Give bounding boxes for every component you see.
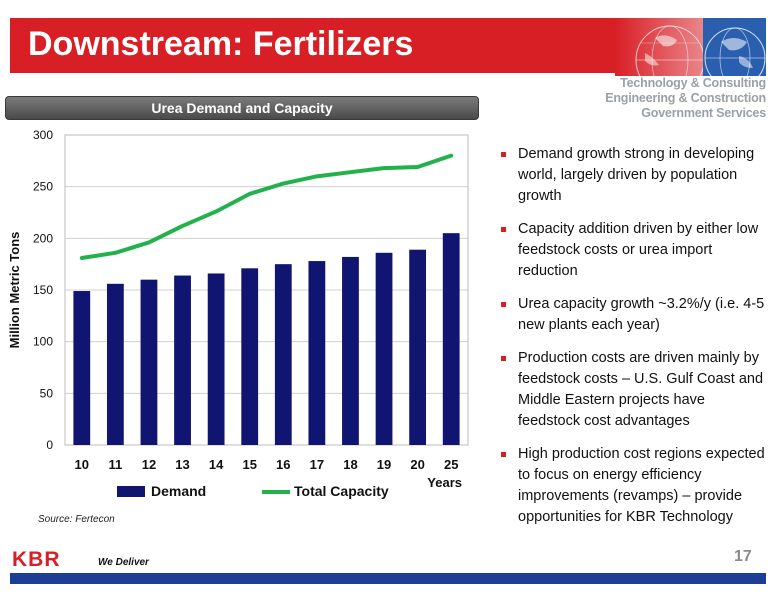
bullet-text: Urea capacity growth ~3.2%/y (i.e. 4-5 n… xyxy=(518,296,765,333)
bullet-text: High production cost regions expected to… xyxy=(518,446,765,525)
bar-demand xyxy=(207,273,225,445)
legend-swatch-demand xyxy=(117,486,145,497)
x-tick-label: 13 xyxy=(175,457,189,472)
x-tick-label: 15 xyxy=(242,457,256,472)
tagline-line: Government Services xyxy=(641,106,766,120)
y-tick-label: 50 xyxy=(40,386,54,400)
line-total-capacity xyxy=(79,153,454,260)
bullet-marker xyxy=(501,452,506,457)
bullet-item: Production costs are driven mainly by fe… xyxy=(500,348,770,432)
bar-demand xyxy=(274,264,292,445)
tagline-line: Engineering & Construction xyxy=(605,91,766,105)
source-note: Source: Fertecon xyxy=(38,514,115,525)
bar-demand xyxy=(174,275,191,445)
bullet-item: High production cost regions expected to… xyxy=(500,444,770,528)
x-tick-label: 14 xyxy=(209,457,224,472)
bullet-marker xyxy=(501,152,506,157)
legend-label-demand: Demand xyxy=(151,483,206,499)
bullet-marker xyxy=(501,302,506,307)
y-tick-label: 250 xyxy=(33,180,53,194)
bar-demand xyxy=(442,233,460,445)
tagline: Technology & Consulting Engineering & Co… xyxy=(605,76,766,121)
y-tick-label: 0 xyxy=(46,438,53,452)
x-tick-label: 25 xyxy=(444,457,458,472)
bar-demand xyxy=(73,291,91,445)
x-tick-label: 10 xyxy=(75,457,89,472)
bar-demand xyxy=(375,252,393,445)
bar-demand xyxy=(342,256,359,445)
globe-graphic-red xyxy=(615,18,705,76)
plot-area xyxy=(64,134,469,446)
urea-chart: 0 50 100 150 200 250 300 10 11 12 13 14 15 16 17 18 19 20… xyxy=(7,128,469,499)
globe-graphic-blue xyxy=(703,18,766,76)
bullet-marker xyxy=(501,356,506,361)
x-tick-label: 17 xyxy=(310,457,324,472)
bullet-item: Demand growth strong in developing world… xyxy=(500,144,770,207)
y-tick-label: 100 xyxy=(33,335,53,349)
bullet-text: Capacity addition driven by either low f… xyxy=(518,221,759,279)
bar-demand xyxy=(140,279,158,445)
x-tick-label: 19 xyxy=(377,457,391,472)
x-axis-label: Years xyxy=(427,475,462,490)
bullet-text: Demand growth strong in developing world… xyxy=(518,146,755,204)
y-tick-label: 200 xyxy=(33,231,53,245)
bar-demand xyxy=(241,268,259,445)
tagline-line: Technology & Consulting xyxy=(620,76,766,90)
bar-demand xyxy=(106,283,124,445)
bar-demand xyxy=(308,261,326,445)
chart-title-banner: Urea Demand and Capacity xyxy=(5,96,479,120)
y-tick-label: 150 xyxy=(33,283,53,297)
bar-demand xyxy=(409,249,427,445)
bullet-marker xyxy=(501,227,506,232)
slide-title: Downstream: Fertilizers xyxy=(28,25,414,63)
title-banner: Downstream: Fertilizers xyxy=(10,18,700,73)
page-number: 17 xyxy=(734,548,752,565)
kbr-logo: KBR xyxy=(12,548,61,571)
x-tick-label: 18 xyxy=(343,457,357,472)
x-tick-label: 16 xyxy=(276,457,290,472)
x-tick-label: 12 xyxy=(142,457,156,472)
y-tick-label: 300 xyxy=(33,128,53,142)
y-axis-label: Million Metric Tons xyxy=(7,232,22,349)
bullet-text: Production costs are driven mainly by fe… xyxy=(518,350,764,429)
bullet-item: Capacity addition driven by either low f… xyxy=(500,219,770,282)
x-tick-label: 11 xyxy=(109,457,123,472)
footer-bar xyxy=(10,573,766,584)
x-tick-label: 20 xyxy=(410,457,424,472)
legend-label-capacity: Total Capacity xyxy=(294,483,389,499)
bullet-list: Demand growth strong in developing world… xyxy=(500,144,770,540)
bullet-item: Urea capacity growth ~3.2%/y (i.e. 4-5 n… xyxy=(500,294,770,336)
slogan: We Deliver xyxy=(98,557,149,568)
